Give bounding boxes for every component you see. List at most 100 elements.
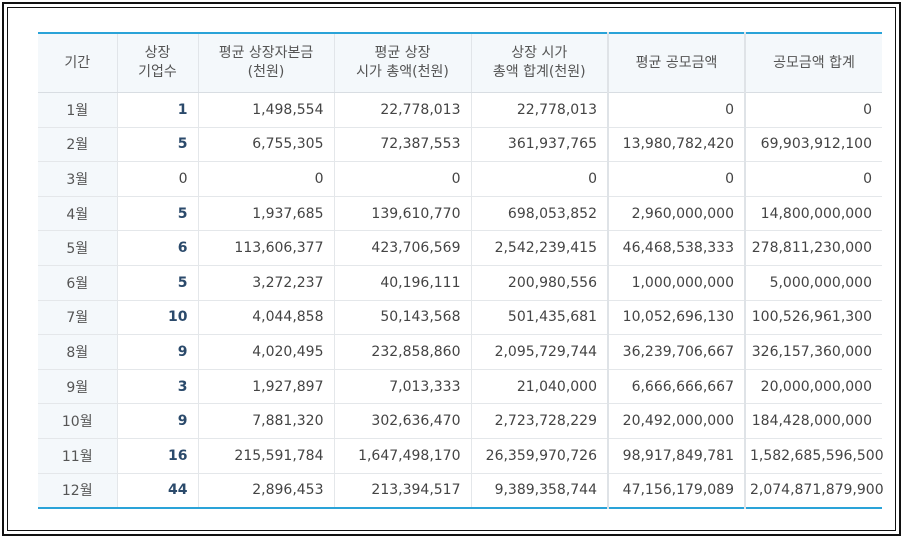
cell-total-offering: 326,157,360,000	[744, 334, 882, 370]
cell-total-market-cap: 501,435,681	[470, 300, 608, 336]
cell-avg-capital: 3,272,237	[197, 265, 334, 301]
table-row: 5월 6 113,606,377 423,706,569 2,542,239,415 46…	[38, 230, 882, 266]
cell-listed-count: 9	[116, 403, 198, 439]
cell-avg-capital: 1,927,897	[197, 369, 334, 405]
cell-total-market-cap: 0	[470, 161, 608, 197]
cell-listed-count: 5	[116, 265, 198, 301]
cell-total-market-cap: 200,980,556	[470, 265, 608, 301]
cell-month: 2월	[38, 127, 117, 163]
cell-total-offering: 20,000,000,000	[744, 369, 882, 405]
cell-listed-count: 3	[116, 369, 198, 405]
cell-listed-count: 6	[116, 230, 198, 266]
cell-total-market-cap: 2,542,239,415	[470, 230, 608, 266]
cell-listed-count: 5	[116, 127, 198, 163]
table-row: 3월 0 0 0 0 0 0	[38, 161, 882, 197]
header-avg-capital: 평균 상장자본금 (천원)	[197, 33, 334, 93]
cell-total-market-cap: 2,095,729,744	[470, 334, 608, 370]
cell-avg-offering: 46,468,538,333	[607, 230, 745, 266]
cell-listed-count: 5	[116, 196, 198, 232]
table-row: 12월 44 2,896,453 213,394,517 9,389,358,744 47…	[38, 473, 884, 509]
cell-avg-offering: 1,000,000,000	[607, 265, 745, 301]
cell-month: 10월	[38, 403, 117, 439]
cell-total-offering: 0	[744, 161, 882, 197]
cell-month: 6월	[38, 265, 117, 301]
cell-listed-count: 44	[116, 473, 198, 509]
cell-total-offering: 14,800,000,000	[744, 196, 882, 232]
cell-avg-offering: 2,960,000,000	[607, 196, 745, 232]
table-header: 기간 상장 기업수 평균 상장자본금 (천원) 평균 상장 시가 총액(천원) …	[38, 33, 882, 93]
cell-avg-market-cap: 72,387,553	[333, 127, 471, 163]
cell-avg-market-cap: 139,610,770	[333, 196, 471, 232]
window-frame-inner	[7, 7, 896, 531]
cell-listed-count: 16	[116, 438, 198, 474]
header-avg-market-cap: 평균 상장 시가 총액(천원)	[333, 33, 471, 93]
table-row: 2월 5 6,755,305 72,387,553 361,937,765 13,980,…	[38, 127, 882, 163]
header-period: 기간	[38, 33, 117, 93]
cell-total-offering: 278,811,230,000	[744, 230, 882, 266]
cell-listed-count: 0	[116, 161, 198, 197]
cell-avg-offering: 36,239,706,667	[607, 334, 745, 370]
cell-month: 8월	[38, 334, 117, 370]
cell-listed-count: 1	[116, 92, 198, 128]
cell-avg-market-cap: 22,778,013	[333, 92, 471, 128]
cell-avg-offering: 0	[607, 92, 745, 128]
cell-avg-capital: 1,498,554	[197, 92, 334, 128]
cell-avg-market-cap: 213,394,517	[333, 473, 471, 509]
cell-total-market-cap: 698,053,852	[470, 196, 608, 232]
cell-month: 5월	[38, 230, 117, 266]
cell-avg-offering: 10,052,696,130	[607, 300, 745, 336]
header-listed-count: 상장 기업수	[116, 33, 198, 93]
cell-avg-capital: 113,606,377	[197, 230, 334, 266]
cell-avg-offering: 6,666,666,667	[607, 369, 745, 405]
cell-month: 7월	[38, 300, 117, 336]
cell-total-market-cap: 22,778,013	[470, 92, 608, 128]
table-row: 1월 1 1,498,554 22,778,013 22,778,013 0 0	[38, 92, 882, 128]
cell-total-offering: 0	[744, 92, 882, 128]
cell-avg-offering: 20,492,000,000	[607, 403, 745, 439]
cell-total-market-cap: 26,359,970,726	[470, 438, 608, 474]
cell-month: 3월	[38, 161, 117, 197]
cell-avg-capital: 215,591,784	[197, 438, 334, 474]
cell-avg-capital: 2,896,453	[197, 473, 334, 509]
cell-avg-market-cap: 50,143,568	[333, 300, 471, 336]
cell-total-offering: 5,000,000,000	[744, 265, 882, 301]
cell-avg-capital: 4,020,495	[197, 334, 334, 370]
header-row: 기간 상장 기업수 평균 상장자본금 (천원) 평균 상장 시가 총액(천원) …	[38, 33, 882, 93]
cell-avg-capital: 7,881,320	[197, 403, 334, 439]
listing-stats-table: 기간 상장 기업수 평균 상장자본금 (천원) 평균 상장 시가 총액(천원) …	[38, 32, 884, 510]
cell-total-market-cap: 21,040,000	[470, 369, 608, 405]
table-row: 7월 10 4,044,858 50,143,568 501,435,681 10,052…	[38, 300, 882, 336]
cell-avg-market-cap: 302,636,470	[333, 403, 471, 439]
header-avg-offering: 평균 공모금액	[607, 33, 745, 93]
cell-total-market-cap: 9,389,358,744	[470, 473, 608, 509]
cell-avg-market-cap: 232,858,860	[333, 334, 471, 370]
cell-avg-offering: 47,156,179,089	[607, 473, 745, 509]
table-row: 6월 5 3,272,237 40,196,111 200,980,556 1,000,0…	[38, 265, 882, 301]
cell-month: 11월	[38, 438, 117, 474]
cell-avg-market-cap: 40,196,111	[333, 265, 471, 301]
cell-month: 9월	[38, 369, 117, 405]
cell-total-market-cap: 361,937,765	[470, 127, 608, 163]
cell-avg-capital: 1,937,685	[197, 196, 334, 232]
cell-avg-offering: 98,917,849,781	[607, 438, 745, 474]
cell-month: 1월	[38, 92, 117, 128]
cell-total-offering: 1,582,685,596,500	[744, 438, 884, 474]
cell-total-offering: 184,428,000,000	[744, 403, 882, 439]
cell-total-offering: 100,526,961,300	[744, 300, 882, 336]
cell-total-market-cap: 2,723,728,229	[470, 403, 608, 439]
cell-avg-capital: 4,044,858	[197, 300, 334, 336]
cell-avg-offering: 13,980,782,420	[607, 127, 745, 163]
cell-avg-capital: 6,755,305	[197, 127, 334, 163]
table-row: 4월 5 1,937,685 139,610,770 698,053,852 2,960,…	[38, 196, 882, 232]
table-row: 10월 9 7,881,320 302,636,470 2,723,728,229 20,…	[38, 403, 882, 439]
cell-total-offering: 69,903,912,100	[744, 127, 882, 163]
cell-avg-market-cap: 1,647,498,170	[333, 438, 471, 474]
cell-avg-market-cap: 7,013,333	[333, 369, 471, 405]
table-row: 8월 9 4,020,495 232,858,860 2,095,729,744 36,2…	[38, 334, 882, 370]
header-total-offering: 공모금액 합계	[744, 33, 882, 93]
cell-month: 4월	[38, 196, 117, 232]
header-total-market-cap: 상장 시가 총액 합계(천원)	[470, 33, 608, 93]
cell-avg-capital: 0	[197, 161, 334, 197]
cell-avg-market-cap: 0	[333, 161, 471, 197]
table-row: 11월 16 215,591,784 1,647,498,170 26,359,970,…	[38, 438, 884, 474]
